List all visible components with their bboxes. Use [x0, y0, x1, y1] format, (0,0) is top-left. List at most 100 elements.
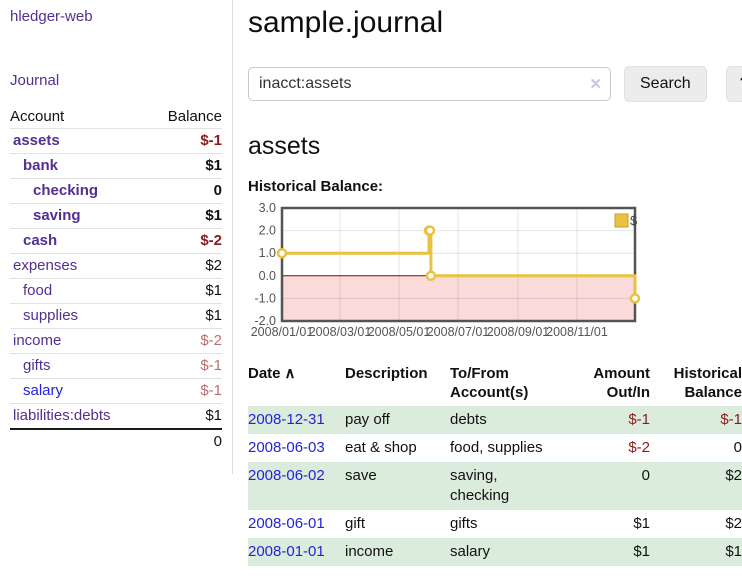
account-balance: $-1 — [116, 378, 222, 404]
register-header-amount: Amount Out/In — [593, 365, 650, 401]
account-balance: $1 — [116, 203, 222, 229]
app-title-link[interactable]: hledger-web — [10, 8, 93, 25]
transaction-date-link[interactable]: 2008-12-31 — [248, 411, 325, 428]
transaction-balance: $1 — [725, 543, 742, 560]
accounts-total-row: 0 — [10, 428, 222, 454]
search-box: ✕ — [248, 67, 611, 101]
register-row: 2008-06-03 eat & shop food, supplies $-2 0 — [248, 434, 742, 462]
account-link[interactable]: cash — [23, 232, 58, 249]
help-button[interactable]: ? — [725, 66, 742, 102]
account-balance: $2 — [116, 253, 222, 279]
account-row: assets $-1 — [10, 128, 222, 154]
register-row: 2008-06-02 save saving, checking 0 $2 — [248, 462, 742, 510]
sidebar: hledger-web Journal Account Balance asse… — [0, 0, 233, 474]
transaction-amount: $-1 — [628, 411, 650, 428]
transaction-date-link[interactable]: 2008-06-03 — [248, 439, 325, 456]
x-tick-label: 2008/01/01 — [251, 325, 314, 339]
account-row: expenses $2 — [10, 253, 222, 279]
data-point — [276, 247, 288, 259]
transaction-date-link[interactable]: 2008-06-02 — [248, 467, 325, 484]
y-tick-label: 3.0 — [259, 202, 276, 215]
register-table-body: 2008-12-31 pay off debts $-1 $-1 2008-06-03 ea… — [248, 406, 742, 566]
transaction-description: income — [345, 543, 394, 560]
account-row: liabilities:debts $1 — [10, 403, 222, 429]
transaction-date-link[interactable]: 2008-06-01 — [248, 515, 325, 532]
register-row: 2008-12-31 pay off debts $-1 $-1 — [248, 406, 742, 434]
balance-chart: $3.0 2.0 1.0 0.0 -1.0 -2.02008/01/012008/03/0… — [251, 201, 641, 339]
register-row: 2008-06-01 gift gifts $1 $2 — [248, 510, 742, 538]
account-link[interactable]: food — [23, 282, 53, 299]
search-button[interactable]: Search — [624, 66, 707, 102]
transaction-balance: $-1 — [720, 411, 742, 428]
register-table: Date ∧ Description To/From Account(s) Amo… — [248, 362, 742, 566]
account-link[interactable]: salary — [23, 382, 64, 399]
sidebar-item-journal[interactable]: Journal — [10, 72, 60, 89]
account-row: supplies $1 — [10, 303, 222, 329]
register-header-date[interactable]: Date ∧ — [248, 365, 296, 382]
account-balance: $1 — [116, 403, 222, 429]
account-link[interactable]: supplies — [23, 307, 79, 324]
x-tick-label: 2008/05/01 — [368, 325, 431, 339]
transaction-amount: 0 — [641, 467, 650, 484]
transaction-accounts: food, supplies — [450, 439, 543, 456]
app-layout: hledger-web Journal Account Balance asse… — [0, 0, 742, 566]
accounts-table-header: Account Balance — [10, 105, 222, 129]
account-heading: assets — [248, 132, 321, 160]
transaction-description: pay off — [345, 411, 390, 428]
transaction-balance: 0 — [733, 439, 742, 456]
account-balance: $-2 — [116, 328, 222, 354]
accounts-total-value: 0 — [116, 428, 222, 454]
page-title: sample.journal — [248, 6, 444, 39]
account-link[interactable]: liabilities:debts — [13, 407, 111, 424]
x-tick-label: 2008/07/01 — [427, 325, 490, 339]
clear-search-icon[interactable]: ✕ — [589, 76, 602, 93]
register-header-description: Description — [345, 365, 428, 382]
transaction-description: save — [345, 467, 377, 484]
journal-nav: Journal — [10, 72, 222, 90]
account-link[interactable]: income — [13, 332, 62, 349]
search-input[interactable] — [248, 67, 611, 101]
transaction-amount: $1 — [633, 515, 650, 532]
account-balance: $-2 — [116, 228, 222, 254]
account-row: salary $-1 — [10, 378, 222, 404]
account-link[interactable]: assets — [13, 132, 60, 149]
legend-swatch — [614, 213, 629, 228]
account-row: bank $1 — [10, 153, 222, 179]
transaction-amount: $1 — [633, 543, 650, 560]
legend-label: $ — [630, 213, 638, 228]
x-tick-label: 2008/03/01 — [309, 325, 372, 339]
spacer — [10, 428, 116, 454]
account-balance: $1 — [116, 153, 222, 179]
account-link[interactable]: expenses — [13, 257, 78, 274]
register-table-header: Date ∧ Description To/From Account(s) Amo… — [248, 362, 742, 406]
register-header-accounts: To/From Account(s) — [450, 365, 529, 401]
transaction-balance: $2 — [725, 515, 742, 532]
transaction-date-link[interactable]: 2008-01-01 — [248, 543, 325, 560]
account-link[interactable]: bank — [23, 157, 59, 174]
transaction-balance: $2 — [725, 467, 742, 484]
account-balance: 0 — [116, 178, 222, 204]
register-row: 2008-01-01 income salary $1 $1 — [248, 538, 742, 566]
account-balance: $1 — [116, 278, 222, 304]
balance-chart-container: $3.0 2.0 1.0 0.0 -1.0 -2.0 2008/01/01 2008/03/0… — [248, 201, 742, 349]
account-row: saving $1 — [10, 203, 222, 229]
register-header-balance: Historical Balance — [673, 365, 742, 401]
y-tick-label: 0.0 — [259, 269, 276, 283]
transaction-amount: $-2 — [628, 439, 650, 456]
account-row: cash $-2 — [10, 228, 222, 254]
account-balance: $1 — [116, 303, 222, 329]
account-link[interactable]: gifts — [23, 357, 51, 374]
negative-region — [282, 275, 635, 321]
accounts-table: Account Balance assets $-1 bank $1 checking 0… — [10, 105, 222, 454]
data-point — [425, 270, 437, 282]
x-tick-label: 2008/11/01 — [546, 325, 608, 339]
account-link[interactable]: checking — [33, 182, 99, 199]
account-link[interactable]: saving — [33, 207, 81, 224]
account-row: gifts $-1 — [10, 353, 222, 379]
x-tick-label: 2008/09/01 — [487, 325, 550, 339]
accounts-table-body: assets $-1 bank $1 checking 0 saving $1 cash $-2 e… — [10, 128, 222, 429]
main-content: sample.journal ✕ Search ? assets Histori… — [233, 0, 742, 566]
transaction-accounts: saving, checking — [450, 467, 510, 504]
sort-asc-icon: ∧ — [284, 365, 296, 382]
y-tick-label: 2.0 — [259, 224, 276, 238]
